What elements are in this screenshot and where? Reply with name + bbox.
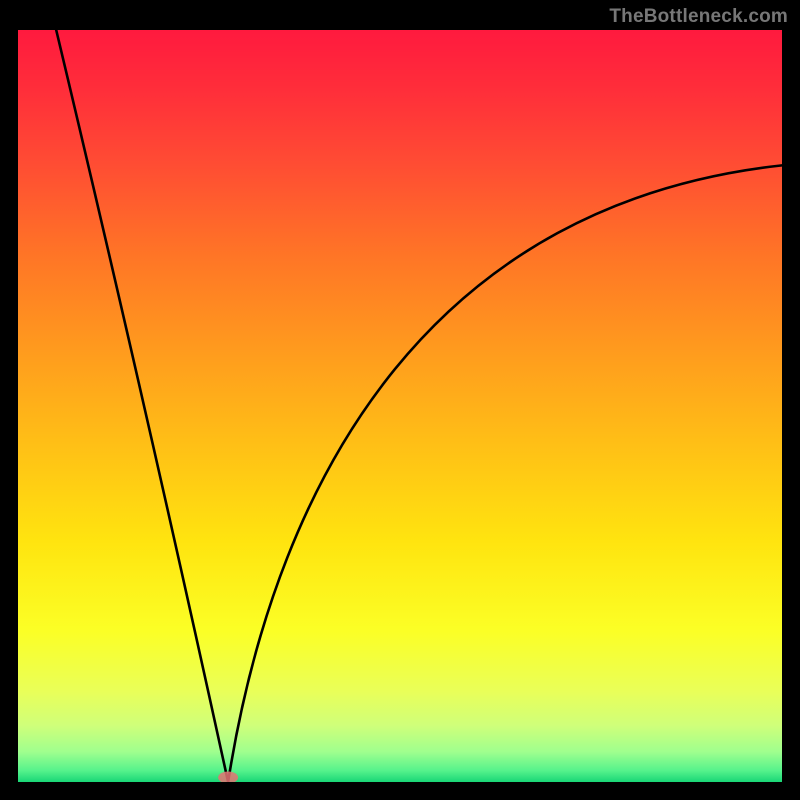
watermark-text: TheBottleneck.com [609, 6, 788, 28]
optimal-point-marker [218, 771, 238, 783]
plot-background-gradient [18, 30, 782, 782]
bottleneck-chart [0, 0, 800, 800]
chart-stage: TheBottleneck.com [0, 0, 800, 800]
